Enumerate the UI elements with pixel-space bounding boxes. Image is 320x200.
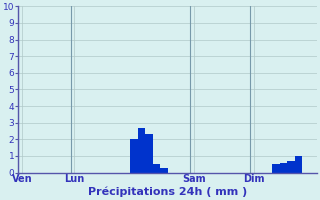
Bar — [295, 156, 302, 173]
Bar — [287, 161, 295, 173]
Bar — [272, 164, 280, 173]
Bar — [138, 128, 145, 173]
Bar — [145, 134, 153, 173]
Bar — [131, 139, 138, 173]
X-axis label: Précipitations 24h ( mm ): Précipitations 24h ( mm ) — [88, 187, 247, 197]
Bar — [153, 164, 160, 173]
Bar — [160, 168, 168, 173]
Bar — [280, 163, 287, 173]
